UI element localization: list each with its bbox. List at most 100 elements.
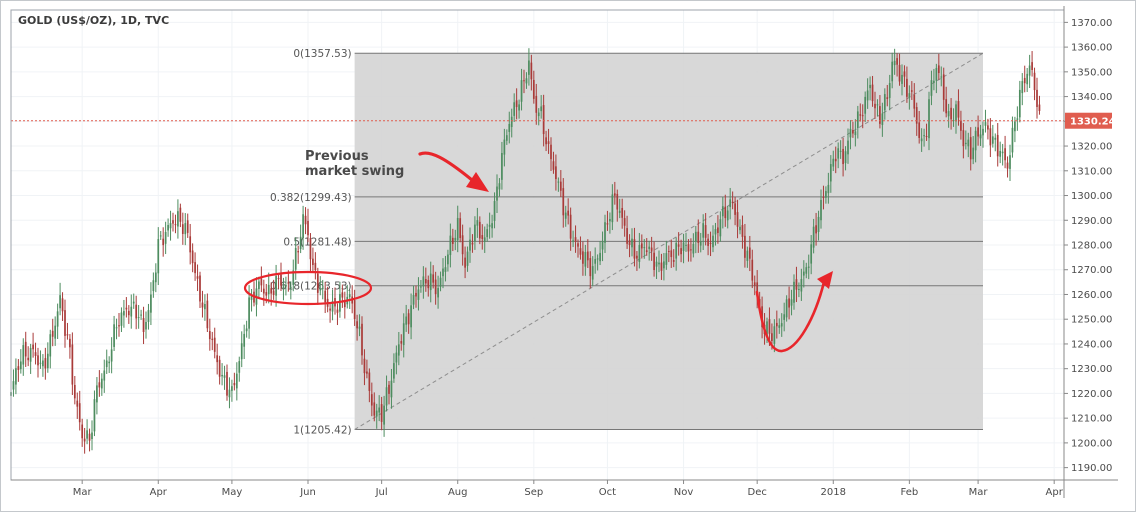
- candle-body: [510, 116, 513, 128]
- chart-title: GOLD (US$/OZ), 1D, TVC: [18, 14, 170, 27]
- candle-body: [984, 122, 987, 126]
- candle-body: [218, 359, 221, 377]
- candle-body: [869, 84, 871, 89]
- candle-body: [304, 215, 307, 225]
- candle-body: [59, 295, 61, 309]
- candle-body: [432, 274, 435, 283]
- candle-body: [888, 83, 891, 98]
- candle-body: [623, 218, 626, 226]
- candle-body: [721, 206, 724, 217]
- y-tick-label: 1360.00: [1071, 43, 1112, 54]
- candle-body: [687, 244, 690, 252]
- candle-body: [282, 286, 285, 289]
- candle-body: [277, 278, 280, 280]
- candle-body: [783, 314, 786, 320]
- candle-body: [213, 337, 216, 352]
- candle-body: [427, 279, 430, 289]
- fib-level-label: 0.382(1299.43): [270, 192, 352, 204]
- candle-body: [876, 104, 879, 106]
- candle-body: [773, 326, 776, 344]
- candle-body: [800, 279, 803, 292]
- candle-body: [262, 288, 265, 294]
- candle-body: [248, 297, 250, 329]
- x-tick-label: Jun: [299, 487, 316, 498]
- candle-body: [1028, 65, 1031, 76]
- candle-body: [611, 194, 614, 223]
- candle-body: [240, 343, 243, 360]
- candle-body: [692, 243, 695, 254]
- candle-body: [778, 325, 781, 328]
- x-tick-label: 2018: [821, 487, 846, 498]
- candle-body: [977, 127, 979, 137]
- candle-body: [586, 251, 589, 261]
- y-tick-label: 1300.00: [1071, 191, 1112, 202]
- candle-body: [270, 288, 273, 294]
- x-tick-label: Oct: [599, 487, 616, 498]
- candle-body: [319, 288, 322, 291]
- candle-body: [405, 316, 408, 325]
- candle-body: [464, 257, 466, 268]
- candle-body: [194, 262, 196, 274]
- candle-body: [525, 78, 528, 84]
- candle-body: [898, 64, 901, 82]
- candle-body: [979, 134, 982, 139]
- candle-body: [108, 361, 111, 364]
- y-tick-label: 1240.00: [1071, 339, 1112, 350]
- candle-body: [670, 250, 673, 258]
- candle-body: [834, 158, 837, 162]
- candle-body: [569, 214, 572, 239]
- candle-body: [96, 385, 98, 403]
- reversal-curve: [755, 280, 826, 353]
- fib-level-label: 1(1205.42): [293, 424, 351, 436]
- candle-body: [989, 128, 992, 146]
- candle-body: [49, 334, 52, 357]
- candle-body: [81, 424, 84, 439]
- candle-body: [633, 239, 636, 259]
- candle-body: [621, 207, 624, 218]
- candle-body: [508, 123, 511, 132]
- candle-body: [19, 361, 22, 370]
- candle-body: [316, 273, 319, 293]
- candle-body: [751, 259, 754, 281]
- candle-body: [69, 338, 71, 348]
- candle-body: [167, 224, 169, 231]
- candle-body: [375, 410, 378, 417]
- candle-body: [54, 325, 57, 339]
- candle-body: [945, 99, 948, 114]
- candle-body: [417, 289, 420, 300]
- candle-body: [694, 231, 697, 242]
- candle-body: [15, 368, 17, 385]
- candle-body: [628, 240, 631, 246]
- candle-body: [913, 95, 916, 109]
- candle-body: [643, 247, 646, 249]
- candle-body: [515, 100, 518, 108]
- candle-body: [336, 309, 339, 313]
- candle-body: [390, 380, 393, 398]
- candle-body: [474, 224, 476, 242]
- candle-body: [132, 301, 135, 304]
- candle-body: [444, 267, 447, 272]
- candle-body: [1036, 89, 1038, 107]
- candle-body: [871, 84, 874, 102]
- candle-body: [532, 79, 535, 99]
- candle-body: [123, 311, 125, 316]
- y-tick-label: 1270.00: [1071, 265, 1112, 276]
- candle-body: [699, 241, 702, 246]
- candle-body: [987, 125, 989, 130]
- candle-body: [177, 211, 179, 227]
- candle-body: [1014, 121, 1016, 132]
- candle-body: [27, 357, 30, 361]
- candle-body: [137, 317, 140, 319]
- candle-body: [557, 181, 560, 183]
- y-tick-label: 1290.00: [1071, 216, 1112, 227]
- candle-body: [22, 345, 25, 365]
- candle-body: [476, 220, 479, 226]
- fib-level-label: 0.5(1281.48): [283, 236, 351, 248]
- candle-body: [672, 260, 675, 262]
- candle-body: [704, 225, 707, 238]
- candle-body: [24, 341, 27, 357]
- y-tick-label: 1190.00: [1071, 463, 1112, 474]
- candle-body: [199, 275, 201, 302]
- candle-body: [528, 60, 530, 75]
- candle-body: [935, 67, 938, 81]
